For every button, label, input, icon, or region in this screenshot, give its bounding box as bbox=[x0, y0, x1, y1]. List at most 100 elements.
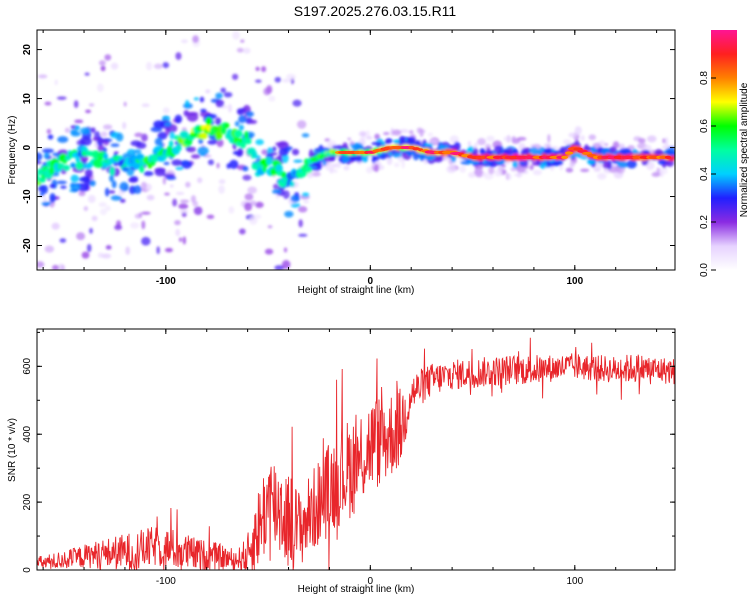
spectral-blob bbox=[96, 83, 104, 93]
spectral-blob bbox=[51, 264, 60, 270]
spectral-blob bbox=[206, 214, 215, 219]
spectral-blob bbox=[372, 155, 380, 162]
spectral-blob bbox=[100, 65, 106, 72]
spectral-blob bbox=[37, 161, 42, 165]
spectral-blob bbox=[174, 220, 181, 226]
spectral-blob bbox=[311, 171, 321, 177]
spectral-blob bbox=[78, 190, 86, 197]
spectral-blob bbox=[366, 166, 373, 174]
spectral-blob bbox=[133, 149, 142, 154]
spectral-blob bbox=[186, 146, 197, 153]
spectral-blob bbox=[179, 199, 190, 204]
spectral-ridge-cell bbox=[244, 137, 252, 145]
spectral-blob bbox=[81, 176, 91, 183]
spectral-blob bbox=[508, 173, 512, 180]
spectral-blob bbox=[387, 152, 393, 156]
spectral-blob bbox=[237, 147, 244, 157]
spectral-blob bbox=[379, 154, 387, 160]
spectral-blob bbox=[656, 167, 661, 173]
spectral-ridge-cell bbox=[58, 163, 65, 169]
spectral-blob bbox=[503, 136, 513, 142]
spectrogram-heatmap bbox=[37, 31, 675, 281]
spectral-blob bbox=[386, 156, 393, 166]
spectral-blob bbox=[83, 206, 89, 212]
spectral-blob bbox=[244, 193, 254, 201]
spectral-blob bbox=[43, 152, 50, 159]
spectral-blob bbox=[164, 247, 173, 253]
spectral-ridge-cell bbox=[224, 122, 230, 129]
spectral-blob bbox=[286, 73, 296, 80]
spectral-blob bbox=[153, 63, 163, 70]
spectral-blob bbox=[185, 181, 191, 188]
spectral-blob bbox=[532, 161, 542, 166]
spectral-blob bbox=[510, 167, 517, 172]
spectral-blob bbox=[646, 135, 657, 143]
spectral-blob bbox=[102, 147, 107, 153]
spectral-blob bbox=[192, 35, 199, 44]
y-tick-label: 400 bbox=[22, 425, 33, 442]
spectral-blob bbox=[290, 195, 300, 203]
spectral-blob bbox=[283, 247, 288, 253]
spectral-blob bbox=[303, 200, 310, 204]
snr-xlabel: Height of straight line (km) bbox=[298, 584, 415, 595]
spectral-blob bbox=[255, 79, 262, 83]
spectral-blob bbox=[261, 149, 269, 155]
spectral-blob bbox=[51, 222, 60, 230]
spectral-blob bbox=[603, 168, 608, 172]
spectral-ridge-cell bbox=[266, 157, 273, 166]
spectral-blob bbox=[243, 47, 251, 54]
spectral-blob bbox=[284, 210, 294, 218]
spectral-blob bbox=[231, 73, 239, 80]
x-tick-label: 0 bbox=[368, 276, 374, 287]
spectral-blob bbox=[494, 145, 503, 154]
spectral-blob bbox=[232, 31, 240, 40]
spectral-blob bbox=[663, 167, 668, 175]
spectral-blob bbox=[205, 89, 211, 94]
spectral-blob bbox=[228, 206, 235, 214]
colorbar-tick-label: 0.4 bbox=[699, 167, 710, 181]
spectral-blob bbox=[341, 155, 350, 163]
spectral-blob bbox=[384, 139, 389, 145]
spectral-blob bbox=[122, 122, 127, 130]
spectral-blob bbox=[220, 87, 227, 93]
spectral-blob bbox=[245, 111, 254, 118]
spectral-blob bbox=[617, 161, 629, 169]
spectral-blob bbox=[278, 276, 287, 281]
spectral-ridge-cell bbox=[671, 155, 675, 161]
spectral-blob bbox=[638, 138, 646, 144]
spectral-blob bbox=[298, 219, 303, 228]
spectral-blob bbox=[100, 131, 108, 138]
spectral-blob bbox=[574, 126, 582, 136]
spectral-blob bbox=[119, 198, 126, 203]
spectral-blob bbox=[511, 135, 516, 144]
spectral-blob bbox=[366, 130, 370, 138]
snr-axes: -100 0 100 0 200 400 600 bbox=[22, 329, 675, 587]
spectral-blob bbox=[580, 135, 585, 142]
spectral-blob bbox=[551, 148, 556, 153]
spectral-blob bbox=[645, 161, 655, 171]
spectral-blob bbox=[568, 132, 577, 138]
spectral-blob bbox=[272, 146, 277, 152]
spectral-blob bbox=[586, 160, 596, 164]
spectral-blob bbox=[512, 161, 518, 169]
spectral-blob bbox=[343, 165, 350, 171]
spectral-blob bbox=[141, 220, 146, 230]
spectral-blob bbox=[298, 206, 308, 213]
spectral-blob bbox=[97, 139, 109, 143]
spectral-blob bbox=[85, 109, 92, 114]
spectral-blob bbox=[174, 114, 183, 124]
spectral-blob bbox=[175, 166, 184, 171]
x-tick-label: -100 bbox=[156, 576, 176, 587]
spectral-blob bbox=[272, 188, 282, 195]
spectral-blob bbox=[336, 161, 342, 169]
spectral-blob bbox=[182, 236, 186, 245]
y-tick-label: 20 bbox=[22, 44, 33, 56]
spectral-ridge-cell bbox=[139, 165, 145, 173]
spectral-ridge-cell bbox=[75, 156, 81, 163]
spectral-blob bbox=[481, 163, 490, 167]
spectral-blob bbox=[274, 265, 285, 270]
spectral-blob bbox=[618, 143, 625, 150]
spectral-blob bbox=[88, 103, 95, 107]
spectral-blob bbox=[399, 128, 409, 134]
